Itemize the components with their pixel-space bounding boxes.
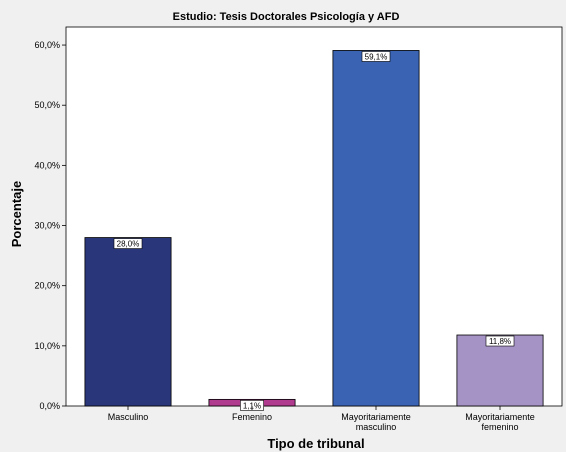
- x-axis-title: Tipo de tribunal: [267, 436, 364, 451]
- bar: [332, 50, 420, 407]
- x-axis: Masculino Femenino Mayoritariamentemasculi…: [108, 406, 535, 432]
- data-label-box: [113, 238, 143, 249]
- bar: [84, 237, 172, 407]
- category-label: femenino: [481, 422, 518, 432]
- y-tick-label: 20,0%: [34, 281, 60, 291]
- category-label: Mayoritariamente: [341, 412, 411, 422]
- data-label-box: [361, 51, 391, 62]
- data-label: 28,0%: [117, 240, 140, 249]
- y-tick-label: 50,0%: [34, 100, 60, 110]
- y-tick-label: 30,0%: [34, 221, 60, 231]
- data-label-box: [485, 335, 515, 347]
- data-label: 1,1%: [243, 401, 261, 410]
- y-tick-label: 10,0%: [34, 341, 60, 351]
- chart-title: Estudio: Tesis Doctorales Psicología y A…: [173, 11, 400, 23]
- y-tick-label: 60,0%: [34, 40, 60, 50]
- y-axis: 0,0% 10,0% 20,0% 30,0% 40,0% 50,0% 60,0%: [34, 40, 66, 411]
- category-label: masculino: [356, 422, 397, 432]
- y-axis-title: Porcentaje: [9, 181, 24, 247]
- bar: [456, 334, 544, 407]
- bars-group: 28,0% 1,1% 59,1% 11,8%: [84, 50, 544, 411]
- y-tick-label: 0,0%: [39, 401, 60, 411]
- category-label: Mayoritariamente: [465, 412, 535, 422]
- y-tick-label: 40,0%: [34, 160, 60, 170]
- category-label: Femenino: [232, 412, 272, 422]
- data-label: 11,8%: [489, 337, 511, 346]
- data-label-box: [240, 400, 264, 411]
- category-label: Masculino: [108, 412, 149, 422]
- data-label: 59,1%: [365, 52, 388, 61]
